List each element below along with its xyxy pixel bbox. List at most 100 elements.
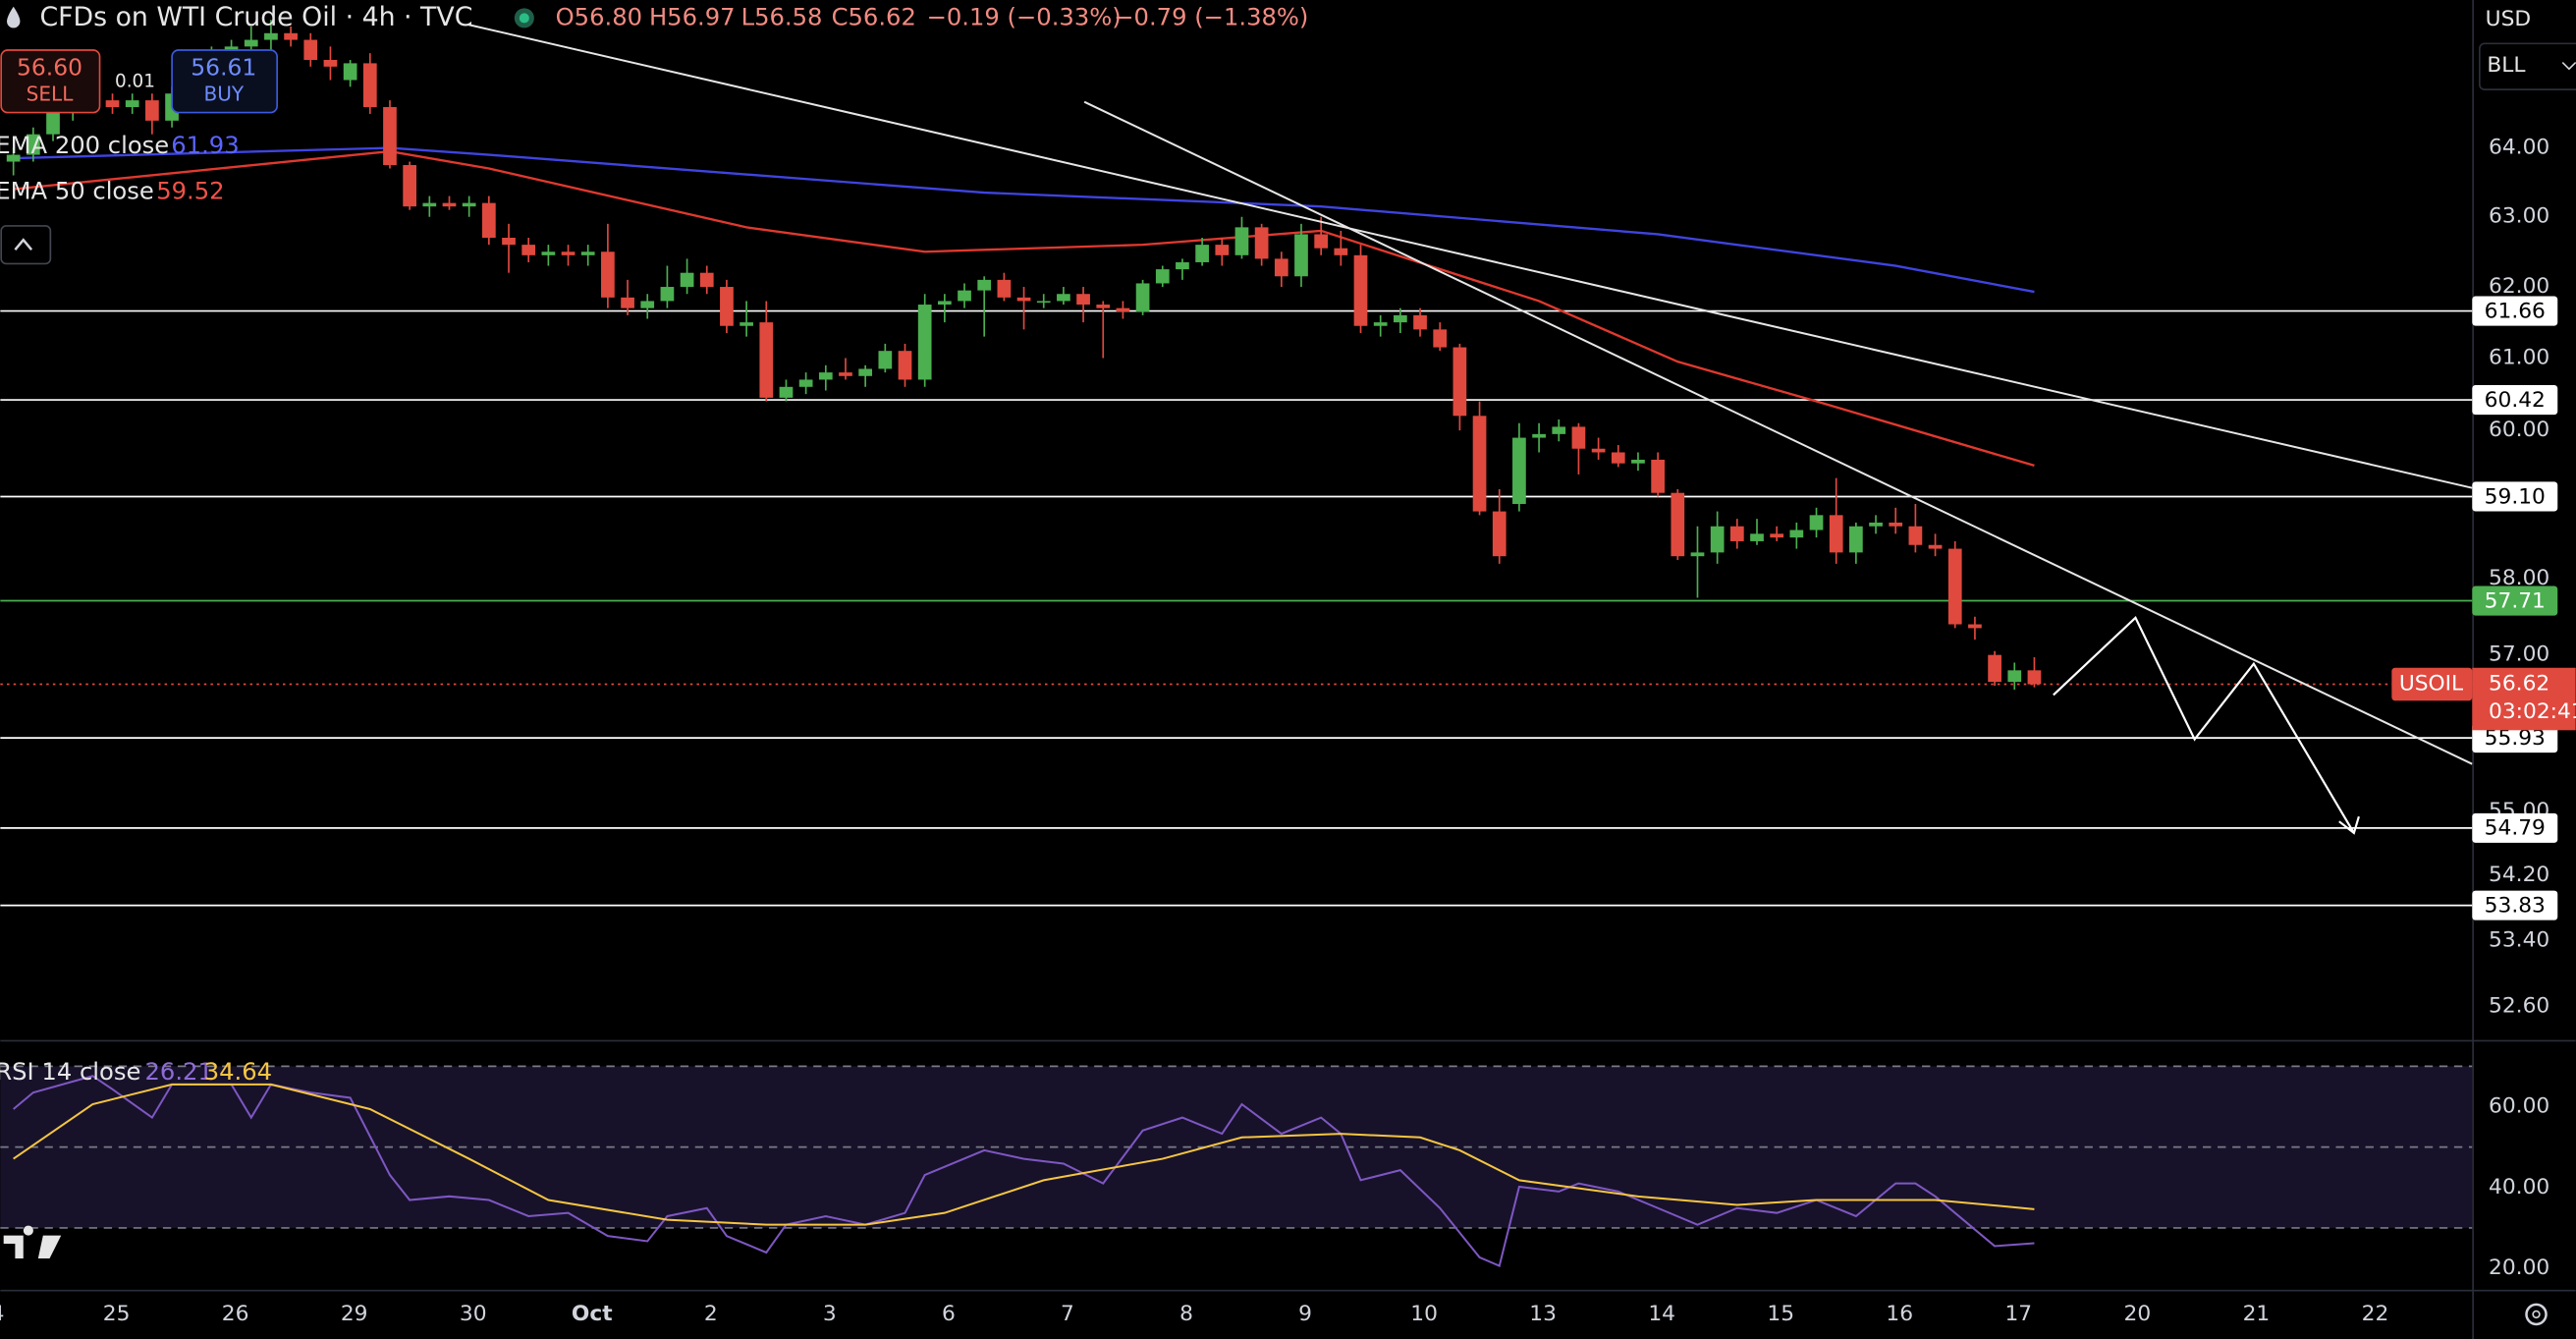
- x-tick-label: Oct: [572, 1302, 613, 1326]
- candle-body: [26, 134, 40, 155]
- candle-body: [660, 287, 675, 302]
- candle-body: [561, 251, 575, 255]
- candle-body: [1908, 526, 1923, 545]
- y-tick-label: 62.00: [2489, 274, 2549, 299]
- candle-body: [818, 372, 833, 380]
- candle-body: [1591, 448, 1606, 453]
- candle-body: [125, 100, 139, 108]
- candle-body: [105, 100, 120, 108]
- candle-body: [1611, 452, 1625, 464]
- candle-body: [1690, 552, 1705, 557]
- rsi-value: 26.21: [145, 1057, 213, 1086]
- candle-body: [343, 63, 357, 81]
- candle-body: [1452, 347, 1467, 417]
- rsi-line: [13, 1083, 2035, 1226]
- level-label-box: [2472, 296, 2558, 326]
- unit: BLL: [2487, 53, 2525, 78]
- candle-body: [958, 290, 971, 302]
- x-tick-label: 13: [1529, 1302, 1557, 1326]
- level-label-box: [2472, 723, 2558, 753]
- candle-body: [1373, 322, 1388, 326]
- rsi-tick-label: 60.00: [2489, 1094, 2549, 1119]
- rsi-title[interactable]: RSI 14 close: [0, 1057, 140, 1086]
- sell-button[interactable]: [0, 49, 101, 114]
- candle-body: [580, 251, 595, 255]
- candle-body: [601, 251, 615, 298]
- level-label-box: [2472, 586, 2558, 616]
- candle-body: [1472, 416, 1487, 512]
- ohlc-close: C56.62: [832, 2, 916, 30]
- level-label: 53.83: [2485, 893, 2546, 918]
- unit-select[interactable]: [2478, 42, 2576, 90]
- candle-body: [1413, 314, 1427, 330]
- candle-body: [680, 272, 694, 288]
- buy-price: 56.61: [191, 54, 256, 82]
- spread: 0.01: [115, 72, 155, 92]
- x-tick-label: 4: [0, 1302, 4, 1326]
- ema50-legend[interactable]: EMA 50 close: [0, 177, 154, 205]
- symbol-box: [2391, 667, 2473, 701]
- buy-button[interactable]: [171, 49, 278, 114]
- x-tick-label: 6: [942, 1302, 956, 1326]
- candle-body: [2027, 670, 2042, 685]
- y-tick-label: 63.00: [2489, 204, 2549, 229]
- level-label: 59.10: [2485, 484, 2546, 509]
- y-tick-label: 60.00: [2489, 418, 2549, 442]
- candle-body: [1294, 234, 1308, 277]
- buy-label: BUY: [203, 82, 244, 105]
- x-tick-label: 2: [704, 1302, 718, 1326]
- symbol-title[interactable]: CFDs on WTI Crude Oil · 4h · TVC: [39, 2, 472, 32]
- settings-icon[interactable]: [2525, 1303, 2548, 1326]
- candle-body: [323, 59, 338, 67]
- candle-body: [1869, 522, 1883, 527]
- x-tick-label: 3: [823, 1302, 837, 1326]
- candle-body: [779, 386, 794, 398]
- last-price-box: [2472, 667, 2576, 731]
- candle-body: [1671, 492, 1685, 557]
- candle-body: [1729, 526, 1744, 541]
- candle-body: [244, 39, 258, 47]
- candle-body: [997, 279, 1012, 298]
- status-dot-core: [519, 13, 529, 24]
- candle-body: [1176, 261, 1189, 270]
- y-tick-label: 57.00: [2489, 642, 2549, 667]
- candle-body: [1849, 526, 1863, 553]
- candle-body: [1532, 433, 1546, 438]
- candle-body: [1433, 329, 1448, 348]
- x-tick-label: 17: [2004, 1302, 2032, 1326]
- last-price-label: 56.62: [2489, 671, 2549, 696]
- ema200-legend[interactable]: EMA 200 close: [0, 131, 169, 159]
- rsi-ma-value: 34.64: [204, 1057, 272, 1086]
- x-tick-label: 14: [1648, 1302, 1675, 1326]
- candle-body: [46, 107, 60, 135]
- candle-body: [383, 107, 397, 166]
- x-tick-label: 20: [2124, 1302, 2152, 1326]
- axis-layer: 52.6053.4054.2055.0057.0058.0060.0061.00…: [0, 136, 2576, 1326]
- candle-body: [1274, 258, 1288, 277]
- candle-body: [798, 379, 813, 387]
- x-tick-label: 30: [460, 1302, 487, 1326]
- ema200-value: 61.93: [171, 131, 239, 159]
- x-tick-label: 16: [1886, 1302, 1913, 1326]
- ohlc-low: L56.58: [741, 2, 823, 30]
- tv-logo: [3, 1225, 62, 1259]
- level-label-box: [2472, 385, 2558, 416]
- candle-body: [937, 301, 952, 306]
- collapse-button[interactable]: [0, 225, 52, 265]
- level-label: 61.66: [2485, 299, 2546, 323]
- candle-body: [1076, 294, 1090, 306]
- collapse-icon: [14, 238, 33, 251]
- candle-body: [1710, 526, 1725, 553]
- y-tick-label: 52.60: [2489, 994, 2549, 1019]
- candle-body: [1492, 511, 1507, 557]
- candle-body: [541, 251, 556, 255]
- candle-body: [1829, 515, 1843, 553]
- lines-layer: [0, 146, 2473, 686]
- candle-body: [1334, 248, 1348, 255]
- candle-body: [759, 322, 774, 398]
- change: −0.19 (−0.33%): [927, 2, 1122, 30]
- currency[interactable]: USD: [2486, 7, 2531, 31]
- candle-body: [1254, 227, 1269, 259]
- candle-body: [1988, 654, 2001, 683]
